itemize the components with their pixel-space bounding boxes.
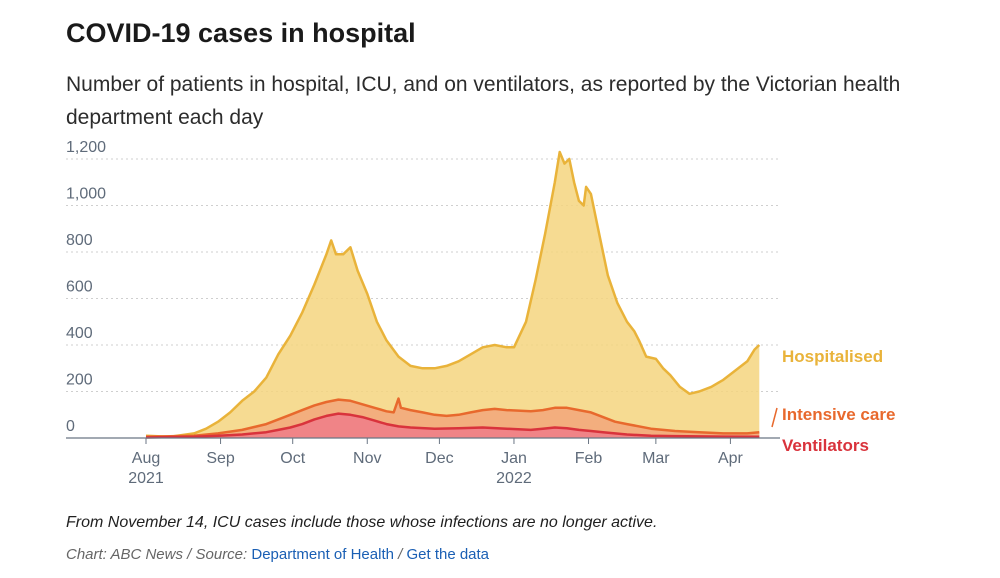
chart-credit: Chart: ABC News — [66, 546, 183, 563]
hospitalised-label: Hospitalised — [782, 347, 883, 366]
intensive-care-line — [145, 397, 760, 439]
y-tick-label: 400 — [66, 325, 93, 342]
chart-title: COVID-19 cases in hospital — [66, 18, 416, 48]
source-link[interactable]: Department of Health — [251, 546, 394, 563]
footnote: From November 14, ICU cases include thos… — [66, 514, 658, 531]
series-labels: Hospitalised Intensive care Ventilators — [771, 347, 895, 455]
y-tick-label: 0 — [66, 418, 75, 435]
x-tick-label: Jan — [501, 450, 527, 467]
source-label: Source: — [195, 546, 248, 563]
y-tick-label: 1,200 — [66, 139, 106, 156]
y-tick-label: 200 — [66, 372, 93, 389]
x-tick-label: Mar — [642, 450, 670, 467]
y-tick-label: 1,000 — [66, 186, 106, 203]
get-data-link[interactable]: Get the data — [406, 546, 490, 563]
series-areas — [66, 150, 780, 439]
ventilators-label: Ventilators — [782, 436, 869, 455]
credit-line: Chart: ABC News / Source: Department of … — [66, 546, 489, 563]
x-tick-label: Sep — [206, 450, 235, 467]
ventilators-area — [146, 413, 760, 438]
y-tick-label: 600 — [66, 279, 93, 296]
hospitalised-line — [145, 150, 761, 439]
x-tick-year-label: 2022 — [496, 470, 532, 487]
gridlines: 0 200 400 600 800 1,000 1,200 — [66, 139, 780, 439]
x-tick-label: Aug — [132, 450, 160, 467]
credit-separator: / — [182, 546, 196, 563]
area-chart: 0 200 400 600 800 1,000 1,200 Aug 2021 Sep Oct Nov… — [66, 139, 895, 487]
ventilators-line — [145, 412, 760, 439]
x-tick-label: Nov — [353, 450, 381, 467]
x-tick-year-label: 2021 — [128, 470, 164, 487]
x-tick-label: Apr — [718, 450, 744, 467]
x-tick-label: Oct — [280, 450, 305, 467]
x-tick-label: Feb — [575, 450, 603, 467]
x-axis: Aug 2021 Sep Oct Nov Dec Jan 2022 Feb Mar Apr — [128, 438, 744, 487]
intensive-care-leader-line — [771, 407, 778, 428]
hospitalised-area — [146, 152, 760, 438]
y-tick-label: 800 — [66, 232, 93, 249]
chart-subtitle: Number of patients in hospital, ICU, and… — [66, 73, 901, 129]
x-tick-label: Dec — [425, 450, 453, 467]
credit-separator: / — [393, 546, 407, 563]
intensive-care-label: Intensive care — [782, 405, 895, 424]
